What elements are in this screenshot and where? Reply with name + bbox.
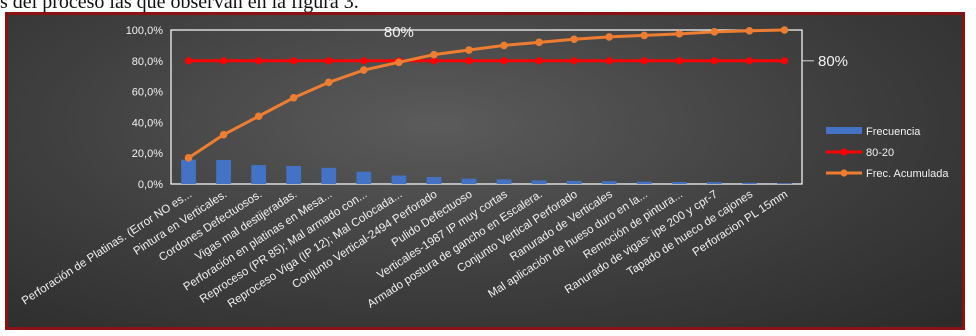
series-frec-acumulada-line [187, 28, 785, 160]
frecuencia-bars [181, 159, 792, 184]
series-frec-acumulada-point [184, 154, 193, 162]
series-80-20-point [325, 57, 333, 65]
pareto-chart: 0,0% 20,0% 40,0% 60,0% 80,0% 100,0% Perforaci… [20, 24, 950, 311]
series-frec-acumulada-point [219, 130, 228, 139]
series-frec-acumulada-point [640, 31, 649, 40]
pareto-chart-frame: 0,0% 20,0% 40,0% 60,0% 80,0% 100,0% Perforaci… [5, 12, 965, 330]
bar-frecuencia [391, 175, 407, 184]
series-frec-acumulada-point [360, 66, 368, 74]
series-80-20-point [465, 57, 473, 65]
bar-frecuencia [531, 180, 547, 184]
legend-marker-80-20 [840, 148, 848, 156]
line-frec-acumulada [184, 26, 789, 162]
series-frec-acumulada-point [570, 35, 578, 44]
plot-area [170, 29, 803, 185]
legend-label-frecuencia: Frecuencia [866, 126, 921, 138]
bar-frecuencia [742, 182, 757, 184]
bar-frecuencia [496, 179, 512, 184]
legend-label-80-20: 80-20 [866, 147, 894, 159]
bar-frecuencia [356, 171, 372, 184]
series-80-20-point [675, 57, 683, 65]
series-frec-acumulada-point [500, 41, 508, 50]
series-80-20-point [605, 57, 613, 65]
y-tick-label: 80,0% [132, 56, 163, 68]
series-frec-acumulada-point [324, 78, 333, 87]
series-80-20-point [640, 57, 648, 65]
annotation-80-percent-right-label: 80% [818, 53, 848, 70]
y-tick-label: 60,0% [132, 87, 163, 99]
series-80-20-point [535, 57, 543, 65]
series-80-20-point [780, 57, 789, 65]
series-80-20-point [745, 57, 754, 65]
legend-marker-frec-acumulada [840, 169, 848, 177]
series-frec-acumulada-point [430, 50, 438, 59]
y-axis: 0,0% 20,0% 40,0% 60,0% 80,0% 100,0% [126, 25, 164, 191]
y-tick-label: 20,0% [132, 148, 163, 160]
y-tick-label: 40,0% [132, 117, 163, 129]
bar-frecuencia [286, 165, 302, 184]
series-80-20-point [184, 57, 193, 65]
series-frec-acumulada-point [465, 46, 473, 54]
series-frec-acumulada-point [780, 26, 789, 34]
series-80-20-point [255, 57, 263, 65]
bar-frecuencia [181, 159, 196, 184]
line-80-20 [184, 57, 789, 65]
bar-frecuencia [601, 181, 617, 184]
legend-label-frec-acumulada: Frec. Acumulada [866, 168, 949, 180]
series-80-20-point [430, 57, 438, 65]
bar-frecuencia [566, 180, 582, 184]
series-frec-acumulada-point [675, 30, 684, 38]
series-frec-acumulada-point [745, 26, 754, 35]
bar-frecuencia [706, 182, 722, 184]
series-frec-acumulada-point [289, 93, 298, 102]
bar-frecuencia [671, 181, 687, 184]
document-text-line: s del proceso las que observan en la fig… [0, 0, 359, 13]
legend: Frecuencia 80-20 Frec. Acumulada [826, 126, 949, 180]
y-tick-label: 0,0% [138, 179, 163, 191]
bar-frecuencia [636, 181, 652, 184]
bar-frecuencia [216, 159, 231, 184]
y-tick-label: 100,0% [126, 25, 164, 37]
bar-frecuencia [321, 167, 337, 184]
bar-frecuencia [777, 183, 792, 184]
x-axis-labels: Perforación de Platinas. (Error NO es...… [20, 188, 790, 310]
series-frec-acumulada-point [535, 38, 543, 47]
series-80-20-point [570, 57, 578, 65]
legend-swatch-frecuencia [826, 127, 862, 134]
series-80-20-point [500, 57, 508, 65]
annotations: 80% 80% [384, 24, 848, 70]
series-frec-acumulada-point [254, 112, 263, 121]
series-frec-acumulada-point [605, 33, 613, 41]
series-80-20-point [290, 57, 298, 65]
annotation-80-percent-label: 80% [384, 24, 414, 41]
bar-frecuencia [426, 177, 442, 184]
series-frec-acumulada-point [710, 28, 719, 36]
bar-frecuencia [251, 165, 267, 184]
bar-frecuencia [461, 178, 477, 184]
series-80-20-point [360, 57, 368, 65]
series-frec-acumulada-point [395, 58, 403, 67]
series-80-20-point [710, 57, 718, 65]
series-80-20-point [219, 57, 228, 65]
